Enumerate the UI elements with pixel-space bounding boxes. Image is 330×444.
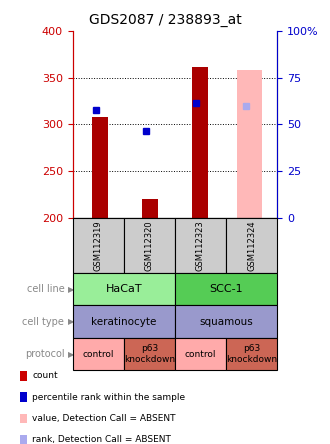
Text: HaCaT: HaCaT — [106, 284, 142, 294]
Bar — [92, 117, 108, 218]
Text: protocol: protocol — [25, 349, 64, 359]
Text: cell type: cell type — [22, 317, 64, 327]
Text: percentile rank within the sample: percentile rank within the sample — [32, 393, 185, 402]
Text: control: control — [185, 349, 216, 359]
Text: GSM112323: GSM112323 — [196, 220, 205, 271]
Bar — [192, 67, 208, 218]
Text: value, Detection Call = ABSENT: value, Detection Call = ABSENT — [32, 414, 176, 423]
Text: GDS2087 / 238893_at: GDS2087 / 238893_at — [89, 13, 241, 28]
Bar — [142, 199, 158, 218]
Text: ▶: ▶ — [68, 317, 74, 326]
Text: ▶: ▶ — [68, 285, 74, 294]
Text: p63
knockdown: p63 knockdown — [226, 345, 277, 364]
Text: ▶: ▶ — [68, 349, 74, 359]
Text: count: count — [32, 372, 58, 381]
Text: control: control — [82, 349, 114, 359]
Text: GSM112324: GSM112324 — [247, 220, 256, 271]
Text: SCC-1: SCC-1 — [209, 284, 243, 294]
Text: p63
knockdown: p63 knockdown — [124, 345, 175, 364]
Bar — [237, 70, 262, 218]
Text: GSM112319: GSM112319 — [94, 220, 103, 271]
Text: cell line: cell line — [27, 284, 64, 294]
Text: keratinocyte: keratinocyte — [91, 317, 156, 327]
Text: rank, Detection Call = ABSENT: rank, Detection Call = ABSENT — [32, 436, 171, 444]
Text: squamous: squamous — [199, 317, 253, 327]
Text: GSM112320: GSM112320 — [145, 220, 154, 271]
